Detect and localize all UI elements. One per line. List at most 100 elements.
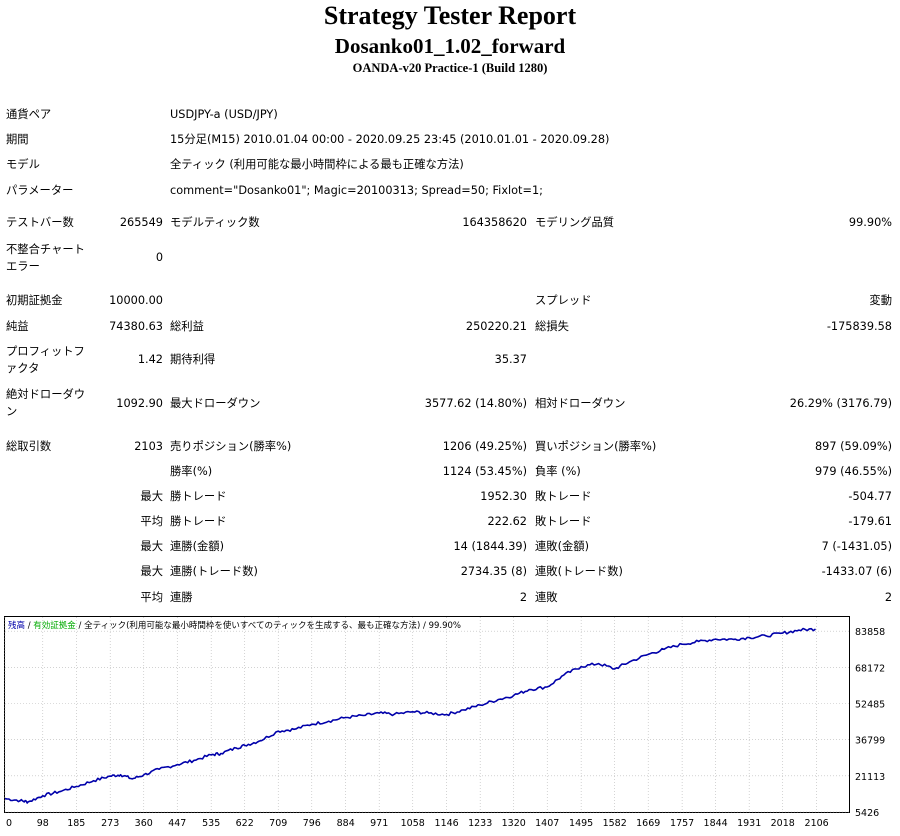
net-profit-value: 74380.63 bbox=[109, 320, 163, 333]
max-word-3: 最大 bbox=[140, 565, 163, 578]
x-tick-label: 1233 bbox=[468, 818, 492, 829]
cons-losses-count-value: -1433.07 (6) bbox=[821, 565, 892, 578]
long-positions-label: 買いポジション(勝率%) bbox=[535, 440, 657, 453]
spread-label: スプレッド bbox=[535, 294, 592, 307]
max-drawdown-label: 最大ドローダウン bbox=[170, 397, 261, 410]
cons-wins-count-label: 連勝(トレード数) bbox=[170, 565, 258, 578]
average-word: 平均 bbox=[140, 515, 163, 528]
relative-drawdown-label: 相対ドローダウン bbox=[535, 397, 626, 410]
x-tick-label: 360 bbox=[135, 818, 153, 829]
model-value: 全ティック (利用可能な最小時間枠による最も正確な方法) bbox=[170, 158, 464, 171]
x-tick-label: 98 bbox=[37, 818, 49, 829]
parameters-label: パラメーター bbox=[6, 184, 74, 197]
quality-label: モデリング品質 bbox=[535, 216, 615, 229]
x-tick-label: 971 bbox=[370, 818, 388, 829]
relative-drawdown-value: 26.29% (3176.79) bbox=[789, 397, 892, 410]
x-tick-label: 1931 bbox=[737, 818, 761, 829]
x-tick-label: 1320 bbox=[502, 818, 526, 829]
y-tick-label: 5426 bbox=[855, 808, 879, 819]
gross-loss-label: 総損失 bbox=[535, 320, 569, 333]
period-label: 期間 bbox=[6, 133, 29, 146]
x-tick-label: 1844 bbox=[704, 818, 728, 829]
max-word-2: 最大 bbox=[140, 540, 163, 553]
cons-losses-count-label: 連敗(トレード数) bbox=[535, 565, 623, 578]
net-profit-label: 純益 bbox=[6, 320, 29, 333]
largest-win-label: 勝トレード bbox=[170, 490, 227, 503]
chart-series-layer bbox=[4, 627, 816, 804]
cons-wins-count-value: 2734.35 (8) bbox=[460, 565, 527, 578]
x-tick-label: 1757 bbox=[670, 818, 694, 829]
cons-losses-money-label: 連敗(金額) bbox=[535, 540, 590, 553]
short-positions-value: 1206 (49.25%) bbox=[442, 440, 527, 453]
chart-grid bbox=[4, 617, 849, 813]
x-tick-labels: 0 98 185 273 360 447 535 622 709 796 884 971 1058 114… bbox=[6, 818, 829, 829]
x-tick-label: 622 bbox=[236, 818, 254, 829]
long-positions-value: 897 (59.09%) bbox=[814, 440, 892, 453]
expert-name: Dosanko01_1.02_forward bbox=[334, 34, 566, 58]
mismatch-label: 不整合チャートエラー bbox=[6, 243, 85, 273]
x-tick-label: 1146 bbox=[435, 818, 459, 829]
max-drawdown-value: 3577.62 (14.80%) bbox=[424, 397, 527, 410]
avg-cons-losses-value: 2 bbox=[884, 591, 892, 604]
cons-wins-money-label: 連勝(金額) bbox=[170, 540, 225, 553]
average-loss-label: 敗トレード bbox=[535, 515, 592, 528]
x-tick-label: 1495 bbox=[569, 818, 593, 829]
average-win-label: 勝トレード bbox=[170, 515, 227, 528]
loss-rate-label: 負率 (%) bbox=[535, 465, 581, 478]
expected-payoff-value: 35.37 bbox=[494, 353, 527, 366]
cons-wins-money-value: 14 (1844.39) bbox=[453, 540, 528, 553]
average-word-2: 平均 bbox=[140, 591, 163, 604]
x-tick-label: 1407 bbox=[535, 818, 559, 829]
x-tick-label: 447 bbox=[168, 818, 186, 829]
symbol-label: 通貨ペア bbox=[6, 108, 52, 121]
absolute-drawdown-label: 絶対ドローダウン bbox=[6, 388, 86, 418]
quality-value: 99.90% bbox=[848, 216, 892, 229]
absolute-drawdown-value: 1092.90 bbox=[116, 397, 163, 410]
period-value: 15分足(M15) 2010.01.04 00:00 - 2020.09.25 … bbox=[170, 133, 610, 146]
gross-loss-value: -175839.58 bbox=[826, 320, 892, 333]
y-tick-label: 36799 bbox=[855, 736, 885, 747]
x-tick-label: 0 bbox=[6, 818, 12, 829]
symbol-value: USDJPY-a (USD/JPY) bbox=[170, 108, 278, 121]
x-tick-label: 2106 bbox=[805, 818, 829, 829]
report-title: Strategy Tester Report bbox=[323, 1, 577, 30]
short-positions-label: 売りポジション(勝率%) bbox=[170, 440, 292, 453]
ticks-value: 164358620 bbox=[462, 216, 527, 229]
average-loss-value: -179.61 bbox=[848, 515, 892, 528]
x-tick-label: 273 bbox=[101, 818, 119, 829]
x-tick-label: 185 bbox=[67, 818, 85, 829]
y-tick-label: 52485 bbox=[855, 699, 885, 710]
win-rate-label: 勝率(%) bbox=[170, 465, 213, 478]
legend-quality: 99.90% bbox=[429, 621, 461, 631]
server-info: OANDA-v20 Practice-1 (Build 1280) bbox=[352, 61, 548, 75]
svg-text:残高 / 有効証拠金 / 全ティック(利用可能な最小時間枠を: 残高 / 有効証拠金 / 全ティック(利用可能な最小時間枠を使いすべてのティック… bbox=[8, 620, 461, 631]
largest-win-value: 1952.30 bbox=[480, 490, 527, 503]
parameters-value: comment="Dosanko01"; Magic=20100313; Spr… bbox=[170, 184, 543, 197]
cons-losses-money-value: 7 (-1431.05) bbox=[821, 540, 892, 553]
balance-chart: 5426 21113 36799 52485 68172 83858 0 98 185 273 3… bbox=[4, 616, 885, 829]
legend-equity: 有効証拠金 bbox=[33, 620, 76, 631]
x-tick-label: 884 bbox=[337, 818, 355, 829]
deposit-label: 初期証拠金 bbox=[6, 294, 63, 307]
avg-cons-wins-value: 2 bbox=[519, 591, 527, 604]
profit-factor-label: プロフィットファクタ bbox=[6, 345, 85, 375]
gross-profit-value: 250220.21 bbox=[465, 320, 527, 333]
y-tick-label: 83858 bbox=[855, 627, 885, 638]
legend-model: 全ティック(利用可能な最小時間枠を使いすべてのティックを生成する、最も正確な方法… bbox=[84, 620, 420, 631]
x-tick-label: 796 bbox=[303, 818, 321, 829]
legend-balance: 残高 bbox=[8, 620, 25, 631]
y-tick-label: 68172 bbox=[855, 663, 885, 674]
bars-label: テストバー数 bbox=[6, 216, 74, 229]
x-tick-label: 2018 bbox=[771, 818, 795, 829]
avg-cons-wins-label: 連勝 bbox=[170, 591, 193, 604]
spread-value: 変動 bbox=[869, 294, 892, 307]
total-trades-value: 2103 bbox=[134, 440, 163, 453]
total-trades-label: 総取引数 bbox=[6, 440, 52, 453]
mismatch-value: 0 bbox=[155, 251, 163, 264]
win-rate-value: 1124 (53.45%) bbox=[442, 465, 527, 478]
y-tick-labels: 5426 21113 36799 52485 68172 83858 bbox=[855, 627, 885, 819]
largest-loss-label: 敗トレード bbox=[535, 490, 592, 503]
x-tick-label: 1669 bbox=[636, 818, 660, 829]
model-label: モデル bbox=[6, 158, 40, 171]
largest-loss-value: -504.77 bbox=[848, 490, 892, 503]
